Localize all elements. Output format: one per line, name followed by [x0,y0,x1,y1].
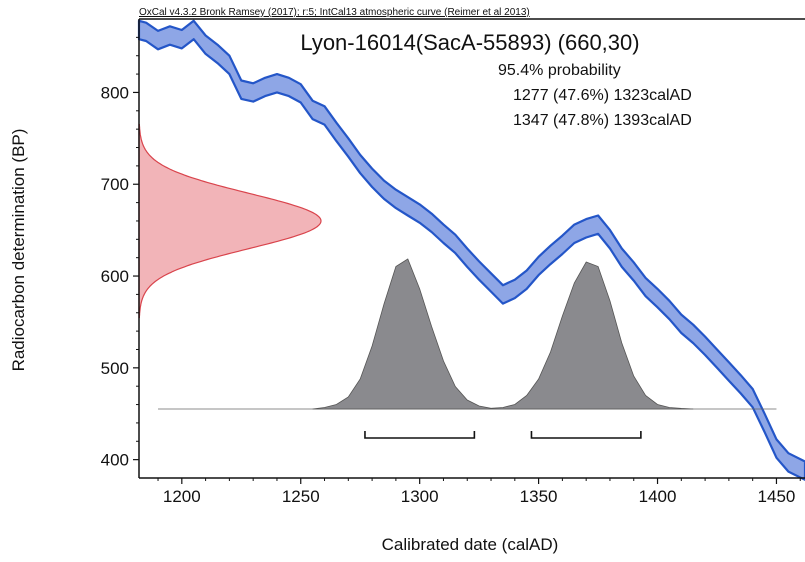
range-label-1: 1277 (47.6%) 1323calAD [513,87,692,104]
data-layer [137,19,805,481]
x-axis-label: Calibrated date (calAD) [382,535,559,554]
radiocarbon-date-distribution [138,123,322,319]
ticks-layer: 400 500 600 700 800 1200 1250 1300 1350 1400 1450 [101,36,801,506]
y-tick-label: 600 [101,267,129,286]
x-tick-label: 1250 [282,487,320,506]
calibration-curve-band [137,19,805,481]
probability-label: 95.4% probability [498,62,621,79]
x-tick-label: 1400 [639,487,677,506]
calibrated-distribution [312,258,694,410]
x-tick-label: 1350 [520,487,558,506]
x-tick-label: 1450 [758,487,796,506]
y-axis-label: Radiocarbon determination (BP) [9,129,28,372]
y-tick-label: 800 [101,83,129,102]
range-bracket-1 [364,431,476,439]
y-tick-label: 500 [101,359,129,378]
range-label-2: 1347 (47.8%) 1393calAD [513,112,692,129]
y-tick-label: 400 [101,451,129,470]
range-bracket-2 [530,431,642,439]
y-tick-label: 700 [101,175,129,194]
x-tick-label: 1200 [163,487,201,506]
chart-title: Lyon-16014(SacA-55893) (660,30) [300,30,639,55]
source-line: OxCal v4.3.2 Bronk Ramsey (2017); r:5; I… [139,7,530,18]
x-tick-label: 1300 [401,487,439,506]
